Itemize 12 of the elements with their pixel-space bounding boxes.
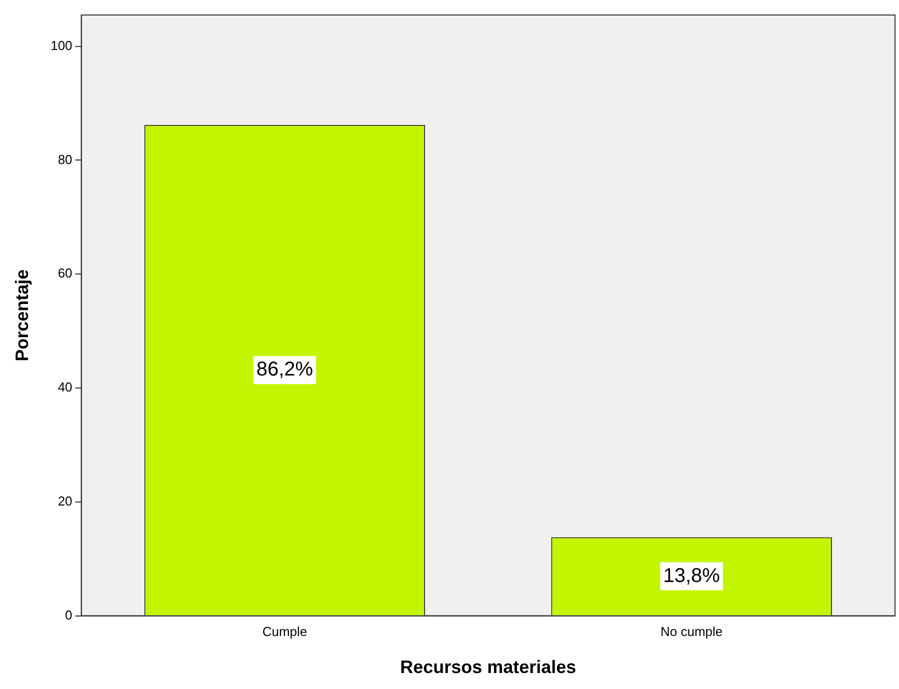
- y-tick-label: 40: [58, 380, 72, 395]
- x-tick-label: Cumple: [262, 624, 308, 640]
- x-axis-title: Recursos materiales: [400, 657, 576, 678]
- data-label: 86,2%: [256, 358, 314, 381]
- y-tick-label: 20: [58, 493, 72, 508]
- x-tick-label: No cumple: [660, 624, 723, 640]
- y-tick-label: 100: [50, 38, 72, 53]
- y-tick-label: 60: [58, 266, 72, 281]
- y-tick-label: 80: [58, 152, 72, 167]
- data-label: 13,8%: [663, 564, 720, 587]
- y-axis-title: Porcentaje: [12, 269, 32, 362]
- y-tick-label: 0: [65, 607, 72, 622]
